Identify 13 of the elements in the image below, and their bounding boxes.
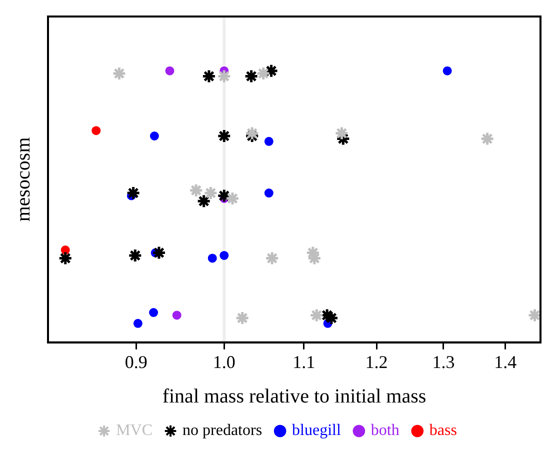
legend-label: MVC: [116, 422, 153, 440]
x-tick-label: 1.3: [432, 352, 455, 372]
y-axis-title: mesocosm: [12, 136, 34, 222]
x-tick-label: 1.0: [212, 352, 236, 372]
x-tick-label: 1.2: [365, 352, 388, 372]
legend-label: bluegill: [292, 422, 342, 440]
x-axis-title: final mass relative to initial mass: [162, 385, 426, 408]
legend-label: bass: [429, 422, 457, 440]
x-tick-label: 1.4: [494, 352, 517, 372]
legend-label: both: [370, 422, 400, 440]
x-tick-label: 1.1: [292, 352, 316, 372]
legend-label: no predators: [182, 422, 262, 440]
x-tick-label: 0.9: [124, 352, 148, 372]
